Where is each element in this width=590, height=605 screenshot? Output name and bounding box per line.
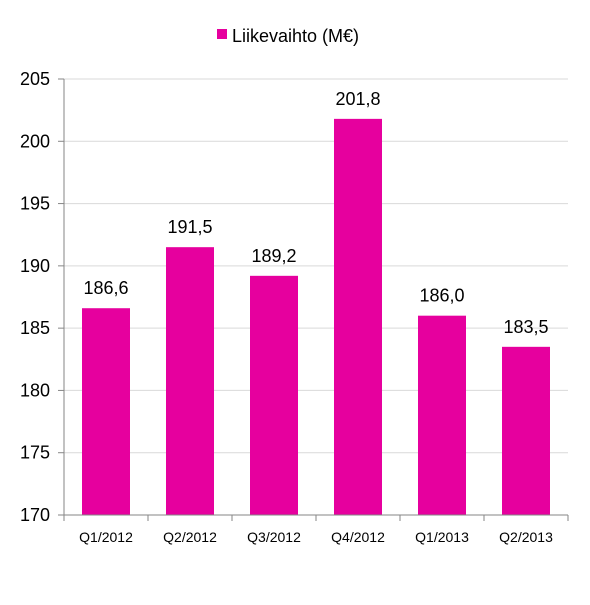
y-tick-label: 190 [20,256,50,276]
legend-swatch [217,29,227,39]
y-tick-label: 180 [20,380,50,400]
x-tick-label: Q2/2012 [163,529,217,545]
x-tick-label: Q1/2013 [415,529,469,545]
data-label: 183,5 [503,317,548,337]
gridlines [64,78,568,516]
data-labels: 186,6 191,5 189,2 201,8 186,0 183,5 [83,89,548,337]
x-tick-label: Q3/2012 [247,529,301,545]
data-label: 186,6 [83,278,128,298]
bars [82,118,550,515]
y-tick-label: 170 [20,505,50,525]
y-tick-label: 195 [20,194,50,214]
legend: Liikevaihto (M€) [217,26,359,46]
legend-label: Liikevaihto (M€) [232,26,359,46]
bar [502,346,550,515]
bar [166,247,214,515]
bar [418,315,466,515]
y-axis-ticks: 170 175 180 185 190 195 200 205 [20,69,64,525]
x-tick-label: Q4/2012 [331,529,385,545]
bar [334,118,382,515]
y-tick-label: 185 [20,318,50,338]
data-label: 191,5 [167,217,212,237]
bar [82,308,130,515]
x-axis-ticks: Q1/2012 Q2/2012 Q3/2012 Q4/2012 Q1/2013 Q2/20… [63,515,569,545]
data-label: 201,8 [335,89,380,109]
axes [63,79,568,516]
y-tick-label: 205 [20,69,50,89]
y-tick-label: 200 [20,131,50,151]
x-tick-label: Q1/2012 [79,529,133,545]
x-tick-label: Q2/2013 [499,529,553,545]
y-tick-label: 175 [20,443,50,463]
bar [250,275,298,515]
data-label: 186,0 [419,286,464,306]
data-label: 189,2 [251,246,296,266]
